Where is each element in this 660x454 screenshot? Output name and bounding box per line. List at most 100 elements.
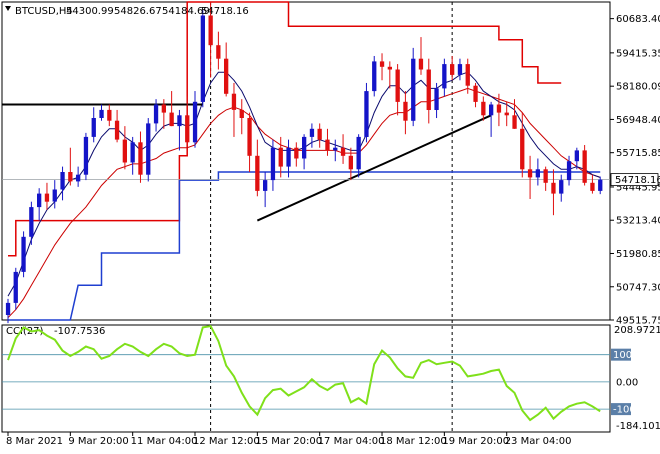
candle-body (325, 139, 330, 151)
candle (325, 128, 330, 156)
candle (574, 147, 579, 170)
candle (5, 298, 11, 324)
candle (44, 182, 50, 210)
ohlc-open: 54300.99 (66, 6, 114, 17)
candle (543, 166, 548, 191)
slow-moving-average (7, 87, 601, 319)
cci-min-label: -184.1014 (616, 421, 660, 432)
candle-body (379, 61, 385, 67)
price-tick-label: 54445.95 (616, 182, 660, 193)
candle (247, 112, 252, 173)
candle (442, 58, 447, 97)
candle (286, 139, 291, 178)
time-tick-label: 19 Mar 20:00 (442, 436, 509, 447)
candle-body (107, 109, 112, 121)
candle (426, 58, 431, 124)
price-tick-label: 56948.40 (616, 115, 660, 126)
candle-body (418, 58, 424, 70)
price-tick-label: 53213.40 (616, 216, 660, 227)
candle-body (29, 207, 34, 237)
candle (37, 188, 42, 221)
candle-body (13, 271, 18, 303)
candle (114, 109, 120, 143)
candle (559, 174, 564, 202)
candle-body (114, 120, 120, 140)
candle (434, 82, 439, 119)
cci-value-label: -107.7536 (54, 326, 105, 337)
candle-body (231, 93, 237, 110)
candle-body (99, 109, 104, 118)
candle-body (496, 104, 502, 113)
candle (395, 64, 400, 116)
candle (107, 104, 112, 127)
candle (465, 58, 470, 94)
candle-body (395, 69, 400, 102)
candle-body (169, 112, 174, 127)
candle (309, 123, 315, 148)
fast-moving-average (7, 71, 601, 297)
candle (138, 131, 143, 183)
candle (340, 134, 346, 164)
candle-body (387, 66, 392, 70)
candle (450, 55, 455, 81)
candle-body (224, 58, 229, 94)
candle-body (372, 61, 377, 92)
candle (278, 136, 283, 178)
time-tick-label: 18 Mar 12:00 (380, 436, 447, 447)
candle-body (574, 150, 579, 162)
price-tick-label: 50747.30 (616, 282, 660, 293)
trendline-0 (256, 114, 492, 222)
candle (185, 96, 190, 146)
price-tick-label: 55715.85 (616, 148, 660, 159)
price-tick-label: 59415.35 (616, 48, 660, 59)
current-price-tag: 54718.16 (610, 173, 660, 186)
candle-body (161, 104, 166, 113)
candle (29, 201, 34, 245)
candle (216, 31, 221, 70)
candle (535, 158, 540, 186)
candle-body (426, 69, 431, 110)
cci-name-label: CCI(27) (6, 326, 44, 337)
candle (411, 47, 416, 127)
candle-body (146, 123, 151, 175)
candle (83, 132, 89, 181)
time-tick-label: 11 Mar 04:00 (131, 436, 198, 447)
candle-body (489, 104, 494, 116)
candle (99, 104, 104, 121)
candle (387, 61, 392, 89)
candle (527, 155, 533, 199)
candle (224, 42, 229, 97)
candle (263, 172, 268, 208)
time-tick-label: 17 Mar 04:00 (318, 436, 385, 447)
candle-body (543, 169, 548, 183)
candle (270, 139, 276, 191)
candle (489, 101, 494, 137)
candle-body (520, 128, 525, 170)
candle-body (286, 147, 291, 167)
time-tick-label: 9 Mar 20:00 (68, 436, 128, 447)
candle-body (465, 64, 470, 86)
lower-channel-line (8, 171, 601, 321)
candle (76, 166, 81, 187)
candle (364, 82, 369, 143)
symbol-dropdown-icon[interactable] (5, 6, 11, 11)
candle (68, 147, 73, 186)
candle (496, 93, 502, 127)
candle-body (239, 109, 244, 118)
candle (302, 134, 307, 170)
candle (122, 126, 127, 170)
price-tick-label: 60683.40 (616, 14, 660, 25)
symbol-label: BTCUSD,H4 (15, 6, 73, 17)
candle (130, 136, 135, 175)
candle-body (527, 169, 533, 178)
candle-body (442, 64, 447, 89)
candle-body (21, 236, 26, 272)
candle-body (216, 45, 221, 59)
candle-body (270, 147, 276, 181)
price-panel-frame (1, 1, 611, 321)
candle-body (255, 155, 260, 191)
candle-body (44, 193, 50, 202)
candle (473, 82, 478, 108)
